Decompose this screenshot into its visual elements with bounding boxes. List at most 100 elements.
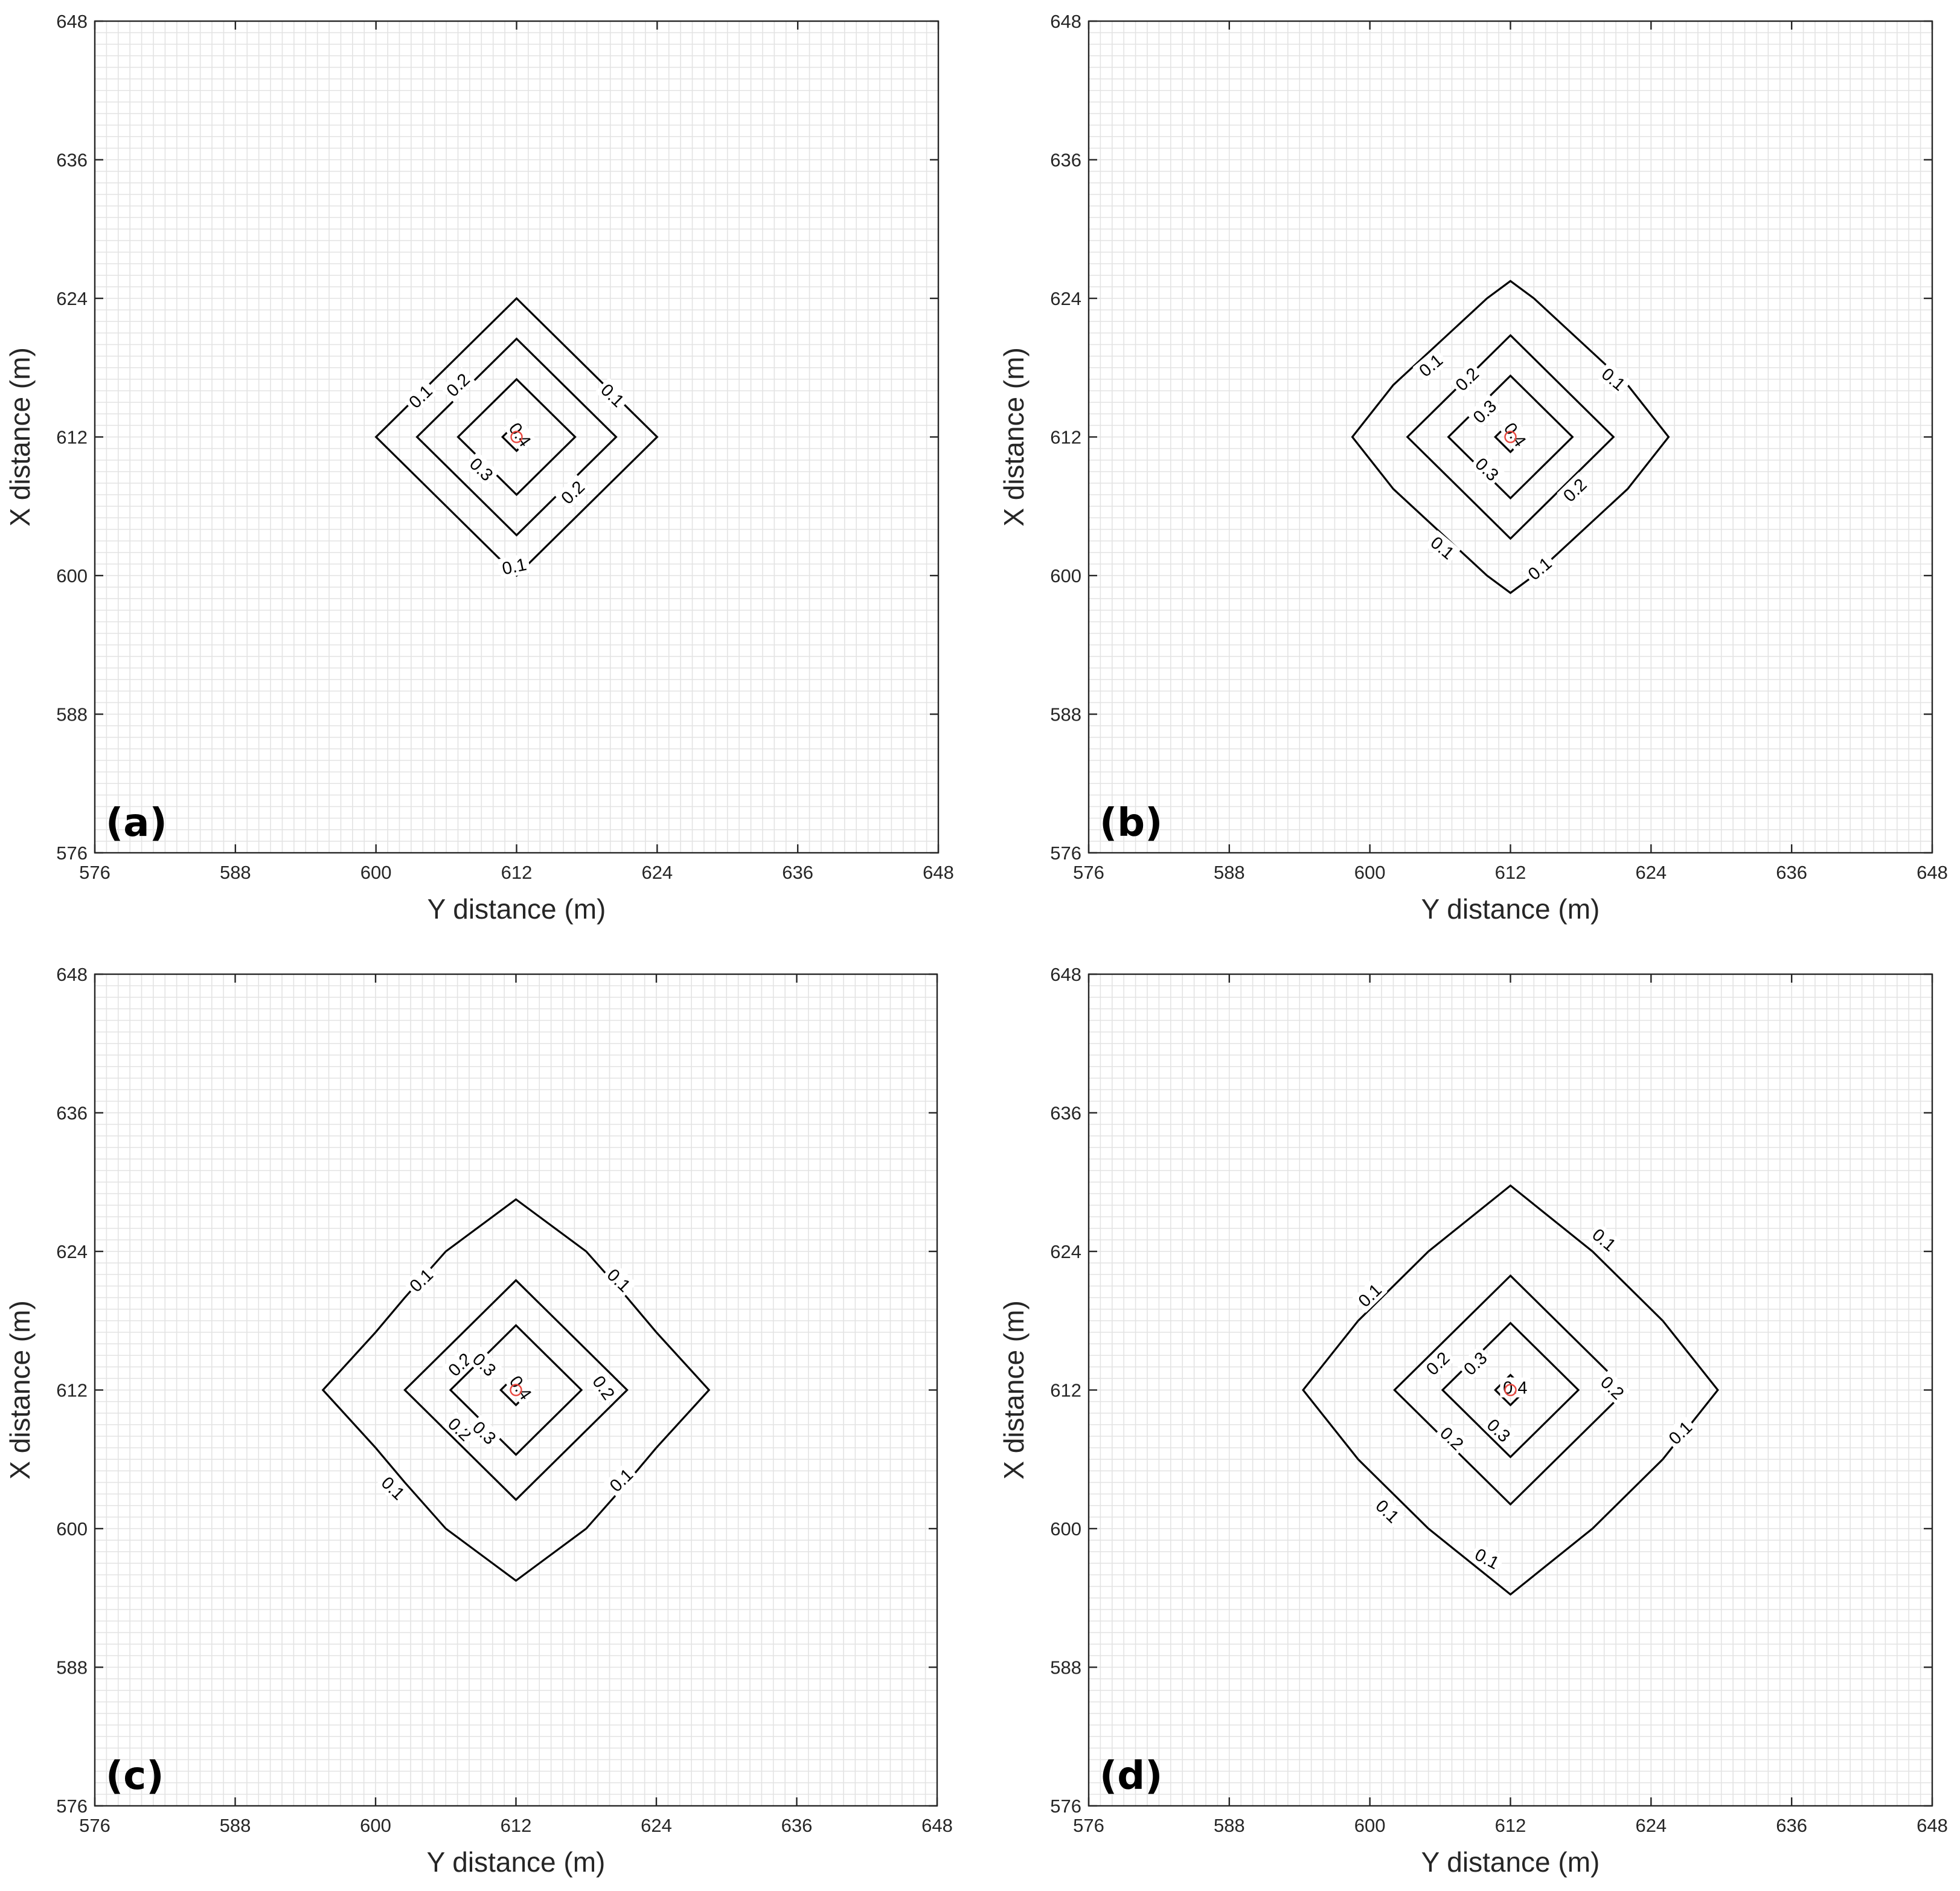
contour-level-0-2 xyxy=(403,1279,629,1501)
y-tick-label: 612 xyxy=(56,427,88,448)
y-tick-label: 600 xyxy=(56,1518,88,1539)
contour-label-background xyxy=(1586,1222,1622,1257)
y-tick-label: 624 xyxy=(1050,1241,1081,1262)
x-axis-title: Y distance (m) xyxy=(428,893,606,925)
y-tick-label: 612 xyxy=(56,1380,88,1401)
contour-label-background xyxy=(402,379,438,414)
contour-label: 0.2 xyxy=(441,1346,478,1382)
source-point-marker xyxy=(1504,1384,1517,1396)
y-tick-label: 648 xyxy=(56,964,88,985)
x-axis-title: Y distance (m) xyxy=(1421,893,1600,925)
contour-labels: 0.1 0.10.1 0.10.20.20.20.30.30.4 xyxy=(376,1262,639,1506)
contour-lines xyxy=(321,1198,711,1582)
contour-label-background xyxy=(1469,1542,1505,1575)
panel-label: (d) xyxy=(1100,1754,1162,1799)
contour-label-background xyxy=(1481,1412,1517,1448)
y-tick-label: 612 xyxy=(1050,1380,1081,1401)
x-tick-label: 600 xyxy=(1354,1815,1386,1836)
x-tick-label: 588 xyxy=(220,1815,251,1836)
panel-b: 576 588 600 612 624 636 648 576 588 600 612 624 636 6… xyxy=(998,11,1948,925)
contour-label-background xyxy=(503,416,537,453)
x-tick-label: 612 xyxy=(501,862,533,883)
x-tick-label: 576 xyxy=(79,1815,110,1836)
y-axis-title: X distance (m) xyxy=(4,347,36,527)
x-tick-label: 612 xyxy=(501,1815,532,1836)
y-tick-label: 648 xyxy=(1050,11,1081,32)
x-tick-label: 636 xyxy=(781,1815,813,1836)
x-tick-label: 588 xyxy=(1214,1815,1245,1836)
contour-label-background xyxy=(595,377,631,413)
contour-label-background xyxy=(1412,347,1449,383)
contour-label-background xyxy=(1521,551,1558,586)
contour-label-background xyxy=(554,474,591,510)
x-tick-label: 600 xyxy=(360,862,392,883)
y-tick-label: 588 xyxy=(56,1657,88,1678)
contour-label-background xyxy=(603,1462,639,1498)
y-tick-label: 624 xyxy=(1050,288,1081,309)
contour-label-background xyxy=(1469,451,1505,487)
x-tick-label: 624 xyxy=(1635,862,1667,883)
panel-label: (b) xyxy=(1100,801,1162,846)
y-tick-label: 600 xyxy=(1050,565,1081,586)
x-tick-label: 624 xyxy=(1635,1815,1667,1836)
y-tick-label: 636 xyxy=(56,150,88,171)
contour-label-background xyxy=(467,1414,502,1451)
panel-label: (a) xyxy=(106,801,167,846)
contour-label-background xyxy=(1449,361,1485,397)
source-point-marker xyxy=(1504,431,1517,443)
contour-label-background xyxy=(464,451,500,487)
contour-label-background xyxy=(1369,1493,1406,1529)
contour-label-background xyxy=(467,1346,502,1382)
y-tick-label: 624 xyxy=(56,1241,88,1262)
y-tick-label: 636 xyxy=(1050,150,1081,171)
contour-label-background xyxy=(441,1346,478,1382)
y-tick-label: 648 xyxy=(1050,964,1081,985)
contour-label-background xyxy=(1420,1345,1456,1381)
panel-label: (c) xyxy=(106,1754,164,1799)
y-tick-label: 588 xyxy=(56,704,88,725)
y-tick-label: 576 xyxy=(56,1796,88,1817)
contour-label-background xyxy=(1662,1414,1698,1451)
y-axis-title: X distance (m) xyxy=(998,347,1030,527)
contour-label-background xyxy=(601,1262,637,1298)
x-tick-label: 600 xyxy=(360,1815,391,1836)
x-tick-label: 576 xyxy=(1073,862,1104,883)
contour-label-background xyxy=(1457,1345,1493,1381)
panel-c: 576 588 600 612 624 636 648 576 588 600 612 624 636 6… xyxy=(4,964,953,1878)
contour-label-background xyxy=(1351,1277,1388,1313)
x-tick-label: 636 xyxy=(1776,862,1807,883)
contour-level-0-2 xyxy=(415,337,618,537)
x-axis-title: Y distance (m) xyxy=(1421,1846,1600,1878)
contour-label-background xyxy=(1467,393,1502,429)
x-tick-label: 648 xyxy=(1917,1815,1948,1836)
source-point-marker xyxy=(510,1384,522,1396)
contour-level-0-1 xyxy=(1302,1184,1719,1596)
y-tick-label: 576 xyxy=(1050,1796,1081,1817)
grid xyxy=(1088,21,1933,853)
panel-a: 576 588 600 612 624 636 648 576 588 600 612 624 636 6… xyxy=(4,11,954,925)
y-tick-label: 600 xyxy=(1050,1518,1081,1539)
y-tick-label: 576 xyxy=(1050,843,1081,864)
contour-label-background xyxy=(1595,1370,1631,1405)
contour-label-background xyxy=(376,1470,411,1506)
y-tick-label: 612 xyxy=(1050,427,1081,448)
contour-label-background xyxy=(442,1411,478,1447)
x-tick-label: 576 xyxy=(1073,1815,1104,1836)
y-tick-label: 600 xyxy=(56,565,88,586)
grid xyxy=(94,974,938,1806)
contour-label-background xyxy=(440,367,476,403)
contour-label-background xyxy=(1434,1421,1470,1456)
contour-label-background xyxy=(497,553,531,579)
source-point-marker xyxy=(510,431,523,443)
contour-level-0-1 xyxy=(321,1198,711,1582)
x-tick-label: 648 xyxy=(1917,862,1948,883)
x-tick-label: 588 xyxy=(1214,862,1245,883)
x-tick-label: 588 xyxy=(220,862,251,883)
contour-label-background xyxy=(1595,361,1632,397)
x-tick-label: 612 xyxy=(1495,1815,1526,1836)
x-tick-label: 600 xyxy=(1354,862,1386,883)
x-tick-label: 636 xyxy=(782,862,813,883)
x-tick-label: 648 xyxy=(921,1815,953,1836)
contour-level-0-2 xyxy=(1393,1274,1628,1506)
contour-level-0-3 xyxy=(456,377,577,496)
